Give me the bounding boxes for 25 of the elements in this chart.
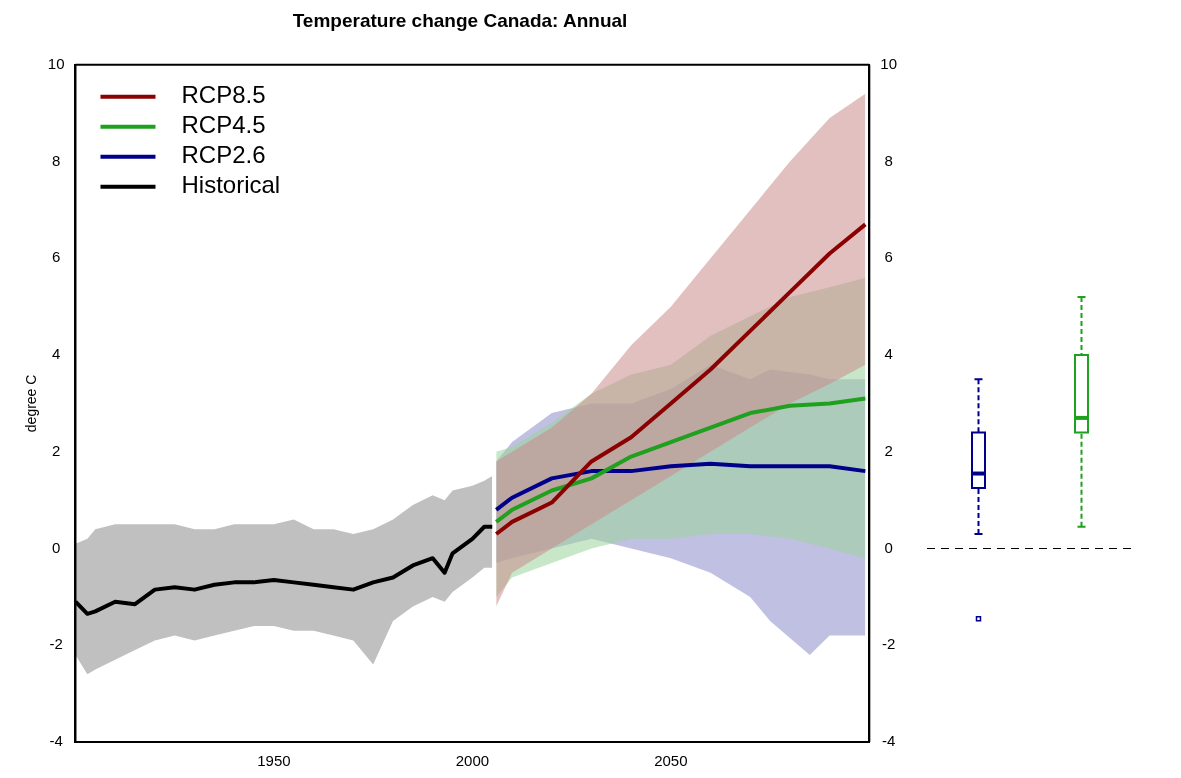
legend-label: Historical: [181, 171, 281, 199]
x-tick-label: 2000: [455, 752, 490, 770]
y-tick-label: 6: [51, 248, 61, 266]
y-axis-title: degree C: [23, 374, 40, 433]
y2-tick-label: 10: [880, 54, 897, 72]
y-tick-label: -4: [49, 732, 63, 750]
y-tick-label: 4: [51, 345, 61, 363]
y2-tick-label: -2: [881, 635, 896, 653]
y-tick-label: 0: [51, 538, 61, 556]
y2-tick-label: -4: [881, 732, 896, 750]
y-tick-label: 2: [51, 441, 61, 459]
y2-tick-label: 2: [884, 441, 893, 459]
y2-tick-label: 0: [884, 538, 893, 556]
legend-label: RCP2.6: [181, 141, 266, 169]
y2-tick-label: 8: [884, 151, 893, 169]
y-tick-label: -2: [49, 635, 63, 653]
chart-title: Temperature change Canada: Annual: [292, 9, 628, 31]
y-tick-label: 8: [51, 151, 61, 169]
legend-label: RCP8.5: [181, 81, 266, 109]
y2-tick-label: 6: [884, 248, 893, 266]
x-tick-label: 1950: [257, 752, 291, 770]
y2-tick-label: 4: [884, 345, 893, 363]
x-tick-label: 2050: [654, 752, 688, 770]
legend-label: RCP4.5: [181, 111, 266, 139]
y-tick-label: 10: [47, 54, 65, 72]
